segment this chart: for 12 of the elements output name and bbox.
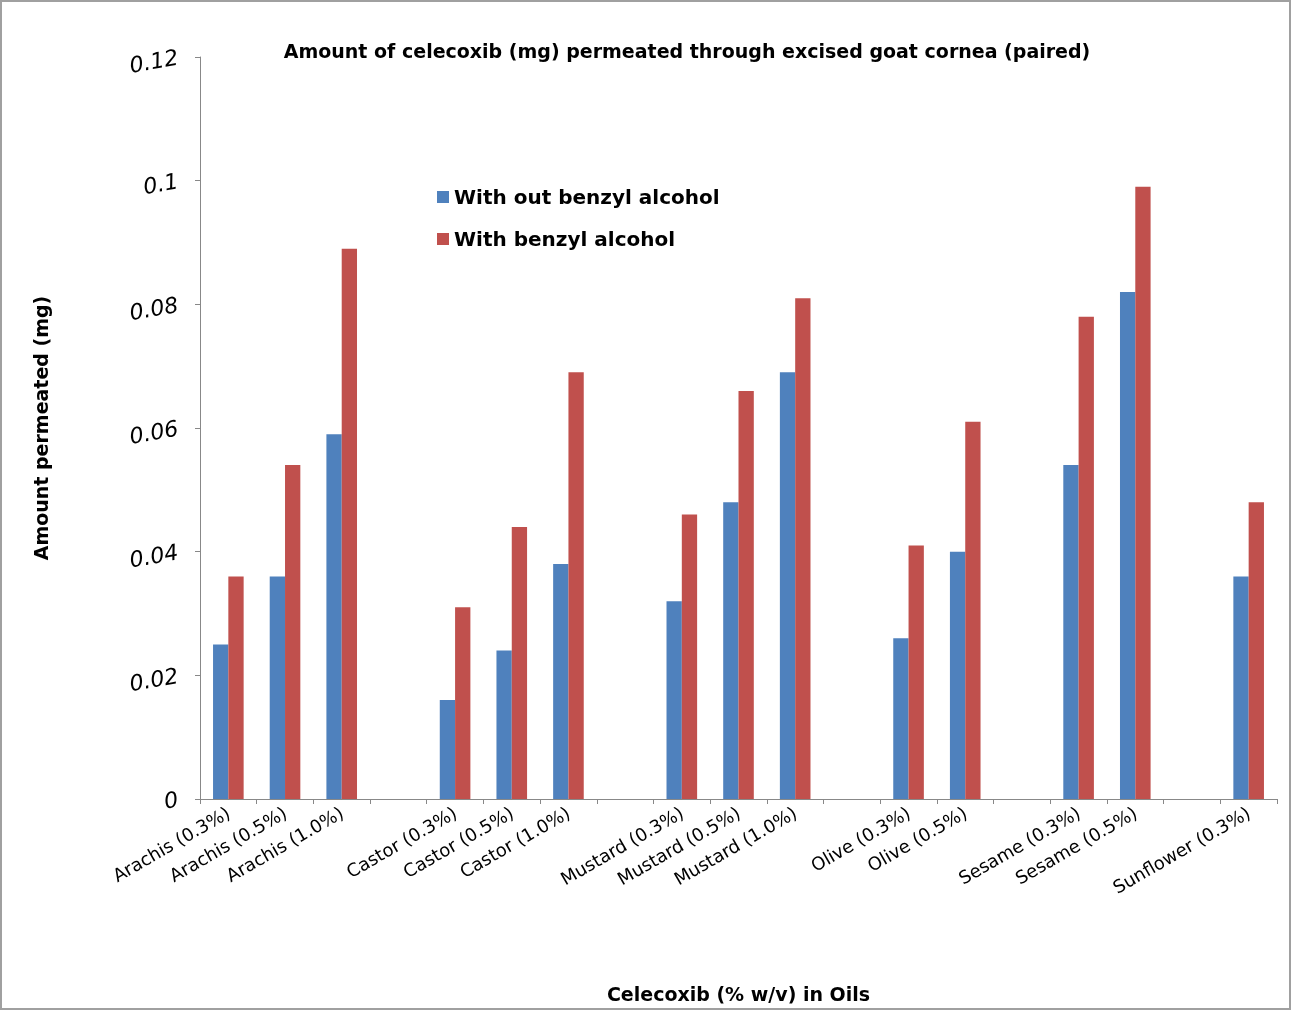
- legend-label: With benzyl alcohol: [454, 227, 676, 251]
- y-tick-label: 0: [162, 786, 181, 814]
- y-tick-label: 0.04: [127, 539, 181, 573]
- chart-title: Amount of celecoxib (mg) permeated through excised goat cornea (paired): [283, 39, 1091, 62]
- legend-label: With out benzyl alcohol: [454, 185, 720, 209]
- x-axis-title: Celecoxib (% w/v) in Oils: [606, 982, 871, 1005]
- y-tick-label: 0.1: [141, 168, 181, 200]
- y-tick-label: 0.08: [127, 292, 181, 326]
- y-tick-label: 0.12: [127, 44, 181, 78]
- y-tick-label: 0.02: [127, 663, 181, 697]
- y-tick-label: 0.06: [127, 415, 181, 449]
- y-axis-title: Amount permeated (mg): [29, 295, 52, 561]
